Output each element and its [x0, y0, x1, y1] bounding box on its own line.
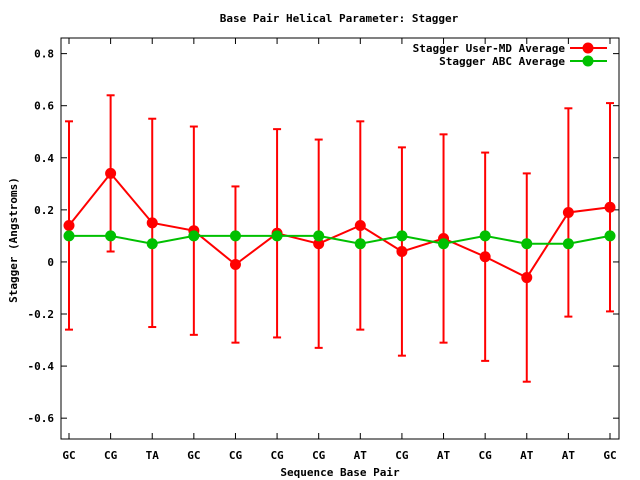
y-tick-label: -0.2: [28, 308, 55, 321]
y-tick-label: 0: [47, 256, 54, 269]
series-points: [63, 167, 616, 284]
data-point-series-1: [521, 238, 533, 250]
data-point-series-0: [63, 219, 75, 231]
legend-swatch-marker: [582, 55, 594, 67]
y-tick-label: -0.6: [28, 412, 55, 425]
data-point-series-0: [105, 167, 117, 179]
data-point-series-0: [313, 238, 325, 250]
data-point-series-1: [271, 230, 283, 242]
data-point-series-1: [146, 238, 158, 250]
x-tick-label: AT: [437, 449, 451, 462]
chart-title: Base Pair Helical Parameter: Stagger: [220, 12, 459, 25]
y-tick-label: 0.2: [34, 204, 54, 217]
x-tick-label: TA: [146, 449, 160, 462]
data-point-series-1: [562, 238, 574, 250]
y-axis-label: Stagger (Angstroms): [7, 177, 20, 303]
x-tick-label: CG: [312, 449, 326, 462]
data-point-series-1: [313, 230, 325, 242]
x-tick-label: GC: [603, 449, 616, 462]
data-point-series-0: [396, 246, 408, 258]
data-point-series-1: [63, 230, 75, 242]
data-point-series-1: [438, 238, 450, 250]
x-tick-label: AT: [354, 449, 368, 462]
y-tick-label: -0.4: [28, 360, 55, 373]
x-tick-label: GC: [187, 449, 200, 462]
data-point-series-1: [105, 230, 117, 242]
y-tick-label: 0.4: [34, 152, 54, 165]
data-point-series-0: [229, 259, 241, 271]
data-point-series-1: [229, 230, 241, 242]
x-tick-label: CG: [104, 449, 118, 462]
series-line-1: [69, 234, 611, 245]
y-axis: -0.6 -0.4 -0.2 0 0.2 0.4 0.6 0.8: [28, 48, 619, 425]
data-point-series-0: [521, 272, 533, 284]
data-point-series-0: [562, 206, 574, 218]
x-tick-label: AT: [520, 449, 534, 462]
x-axis-label: Sequence Base Pair: [280, 466, 400, 479]
data-point-series-0: [146, 217, 158, 229]
legend-label: Stagger User-MD Average: [413, 42, 566, 55]
legend-label: Stagger ABC Average: [439, 55, 565, 68]
data-point-series-0: [354, 219, 366, 231]
data-point-series-1: [396, 230, 408, 242]
data-point-series-1: [604, 230, 616, 242]
x-tick-label: CG: [270, 449, 284, 462]
plot-area: [60, 37, 620, 440]
data-point-series-0: [479, 251, 491, 263]
x-tick-label: CG: [395, 449, 409, 462]
x-tick-label: CG: [229, 449, 243, 462]
series-lines: [68, 171, 611, 279]
y-tick-label: 0.8: [34, 48, 54, 61]
data-point-series-1: [354, 238, 366, 250]
x-axis: GC CG TA GC CG CG CG AT CG AT CG AT AT GC: [62, 38, 617, 462]
data-point-series-1: [479, 230, 491, 242]
x-tick-label: GC: [62, 449, 75, 462]
legend-swatch-marker: [582, 42, 594, 54]
x-tick-label: AT: [562, 449, 576, 462]
data-point-series-1: [188, 230, 200, 242]
series-line-0: [68, 171, 611, 279]
x-tick-label: CG: [479, 449, 493, 462]
y-tick-label: 0.6: [34, 100, 54, 113]
data-point-series-0: [604, 201, 616, 213]
plot-frame: [60, 37, 620, 440]
